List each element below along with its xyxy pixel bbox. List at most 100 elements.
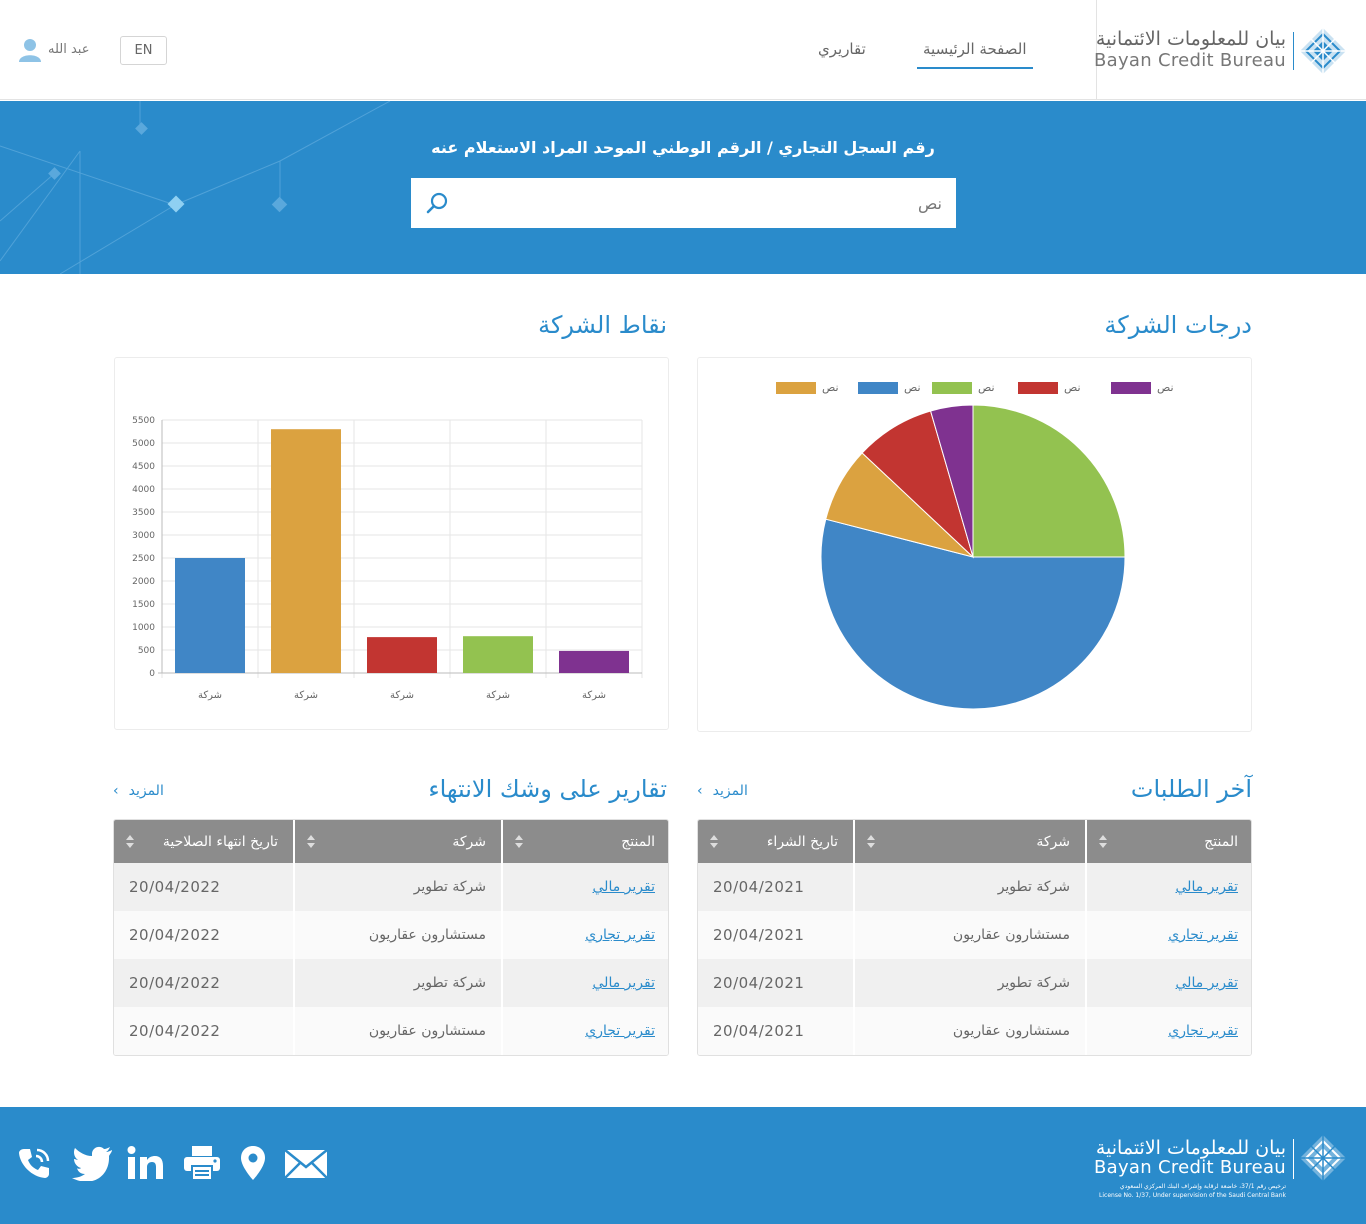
sort-icon[interactable] <box>867 834 875 849</box>
company-cell: مستشارون عقاريون <box>853 1007 1086 1055</box>
expiring-reports-more-link[interactable]: ‹ المزيد <box>113 783 164 799</box>
pie-slice <box>972 404 1126 558</box>
pie-chart-card: نص نص نص نص نص <box>697 357 1252 732</box>
date-cell: 20/04/2022 <box>114 1007 294 1055</box>
network-pattern-decoration <box>0 101 391 274</box>
legend-label: نص <box>822 381 839 394</box>
legend-item: نص <box>1018 381 1081 394</box>
legend-item: نص <box>932 381 995 394</box>
company-cell: شركة تطوير <box>293 959 502 1007</box>
linkedin-icon[interactable] <box>127 1145 165 1181</box>
product-cell: تقرير تجاري <box>1085 911 1251 959</box>
print-icon[interactable] <box>182 1145 222 1181</box>
logo-text-ar: بيان للمعلومات الائتمانية <box>1095 28 1286 50</box>
product-link[interactable]: تقرير تجاري <box>1168 927 1238 943</box>
date-cell: 20/04/2021 <box>698 1007 854 1055</box>
language-toggle-button[interactable]: EN <box>120 36 167 65</box>
table-row: تقرير مالي شركة تطوير 20/04/2022 <box>114 863 668 911</box>
sort-icon[interactable] <box>126 834 134 849</box>
table-header-row: المنتج شركة تاريخ الشراء <box>698 820 1251 863</box>
product-link[interactable]: تقرير تجاري <box>585 1023 655 1039</box>
table-row: تقرير مالي شركة تطوير 20/04/2021 <box>698 863 1251 911</box>
search-icon[interactable] <box>425 191 449 215</box>
product-cell: تقرير مالي <box>501 863 668 911</box>
column-header-expiry-date[interactable]: تاريخ انتهاء الصلاحية <box>114 820 294 863</box>
table-row: تقرير تجاري مستشارون عقاريون 20/04/2021 <box>698 1007 1251 1055</box>
nav-home[interactable]: الصفحة الرئيسية <box>917 40 1033 69</box>
product-link[interactable]: تقرير مالي <box>1175 879 1238 895</box>
logo-mark-icon <box>1300 1135 1346 1181</box>
bar <box>367 637 437 673</box>
sort-icon[interactable] <box>307 834 315 849</box>
product-cell: تقرير تجاري <box>501 911 668 959</box>
legend-label: نص <box>1064 381 1081 394</box>
pie-slice <box>820 518 1126 710</box>
legend-item: نص <box>1111 381 1174 394</box>
table-row: تقرير مالي شركة تطوير 20/04/2021 <box>698 959 1251 1007</box>
table-row: تقرير تجاري مستشارون عقاريون 20/04/2022 <box>114 911 668 959</box>
y-tick-label: 5500 <box>132 416 155 426</box>
chevron-icon: ‹ <box>697 783 703 799</box>
sort-icon[interactable] <box>515 834 523 849</box>
company-cell: شركة تطوير <box>853 863 1086 911</box>
product-link[interactable]: تقرير مالي <box>1175 975 1238 991</box>
column-header-company[interactable]: شركة <box>853 820 1086 863</box>
y-tick-label: 5000 <box>132 439 155 449</box>
product-cell: تقرير مالي <box>1085 959 1251 1007</box>
twitter-icon[interactable] <box>72 1145 114 1181</box>
bar-chart: 0 500 1000 1500 2000 2500 3000 3500 4000 4500 5000… <box>132 416 643 701</box>
y-tick-label: 3500 <box>132 508 155 518</box>
sort-icon[interactable] <box>710 834 718 849</box>
product-link[interactable]: تقرير تجاري <box>1168 1023 1238 1039</box>
phone-icon[interactable] <box>16 1145 52 1181</box>
location-icon[interactable] <box>240 1145 266 1181</box>
column-header-product[interactable]: المنتج <box>501 820 668 863</box>
y-tick-label: 500 <box>138 646 155 656</box>
mail-icon[interactable] <box>284 1145 328 1181</box>
latest-requests-table: المنتج شركة تاريخ الشراء تقرير مالي شركة… <box>697 819 1252 1056</box>
column-header-product[interactable]: المنتج <box>1085 820 1251 863</box>
expiring-reports-title: تقارير على وشك الانتهاء <box>428 775 667 803</box>
company-cell: مستشارون عقاريون <box>853 911 1086 959</box>
footer: بيان للمعلومات الائتمانية Bayan Credit B… <box>0 1107 1366 1224</box>
pie-slice <box>929 404 974 558</box>
date-cell: 20/04/2021 <box>698 911 854 959</box>
logo-text-en: Bayan Credit Bureau <box>1093 50 1286 71</box>
column-header-company[interactable]: شركة <box>293 820 502 863</box>
footer-logo-text-en: Bayan Credit Bureau <box>1093 1157 1286 1178</box>
latest-requests-more-link[interactable]: ‹ المزيد <box>697 783 748 799</box>
legend-swatch <box>1111 382 1151 394</box>
logo-divider <box>1293 32 1294 70</box>
user-name[interactable]: عبد الله <box>48 42 90 57</box>
logo[interactable]: بيان للمعلومات الائتمانية Bayan Credit B… <box>1093 0 1366 100</box>
table-header-row: المنتج شركة تاريخ انتهاء الصلاحية <box>114 820 668 863</box>
product-cell: تقرير مالي <box>501 959 668 1007</box>
date-cell: 20/04/2022 <box>114 959 294 1007</box>
y-tick-label: 4000 <box>132 485 155 495</box>
search-title: رقم السجل التجاري / الرقم الوطني الموحد … <box>431 138 935 157</box>
product-link[interactable]: تقرير تجاري <box>585 927 655 943</box>
company-grades-title: درجات الشركة <box>1104 311 1252 339</box>
legend-swatch <box>858 382 898 394</box>
product-cell: تقرير مالي <box>1085 863 1251 911</box>
search-banner: رقم السجل التجاري / الرقم الوطني الموحد … <box>0 101 1366 274</box>
bar-chart-card: 0 500 1000 1500 2000 2500 3000 3500 4000 4500 5000… <box>114 357 669 730</box>
x-tick-label: شركة <box>390 690 414 701</box>
legend-item: نص <box>776 381 839 394</box>
logo-divider <box>1293 1139 1294 1179</box>
chevron-icon: ‹ <box>113 783 119 799</box>
search-input[interactable] <box>476 178 956 228</box>
more-label: المزيد <box>128 783 164 799</box>
product-link[interactable]: تقرير مالي <box>592 975 655 991</box>
sort-icon[interactable] <box>1099 834 1107 849</box>
legend-swatch <box>932 382 972 394</box>
product-cell: تقرير تجاري <box>501 1007 668 1055</box>
product-link[interactable]: تقرير مالي <box>592 879 655 895</box>
user-icon[interactable] <box>19 38 41 62</box>
nav-my-reports[interactable]: تقاريري <box>818 40 866 58</box>
bar <box>463 636 533 673</box>
bar <box>175 558 245 673</box>
date-cell: 20/04/2022 <box>114 911 294 959</box>
logo-mark-icon <box>1300 28 1346 74</box>
column-header-purchase-date[interactable]: تاريخ الشراء <box>698 820 854 863</box>
